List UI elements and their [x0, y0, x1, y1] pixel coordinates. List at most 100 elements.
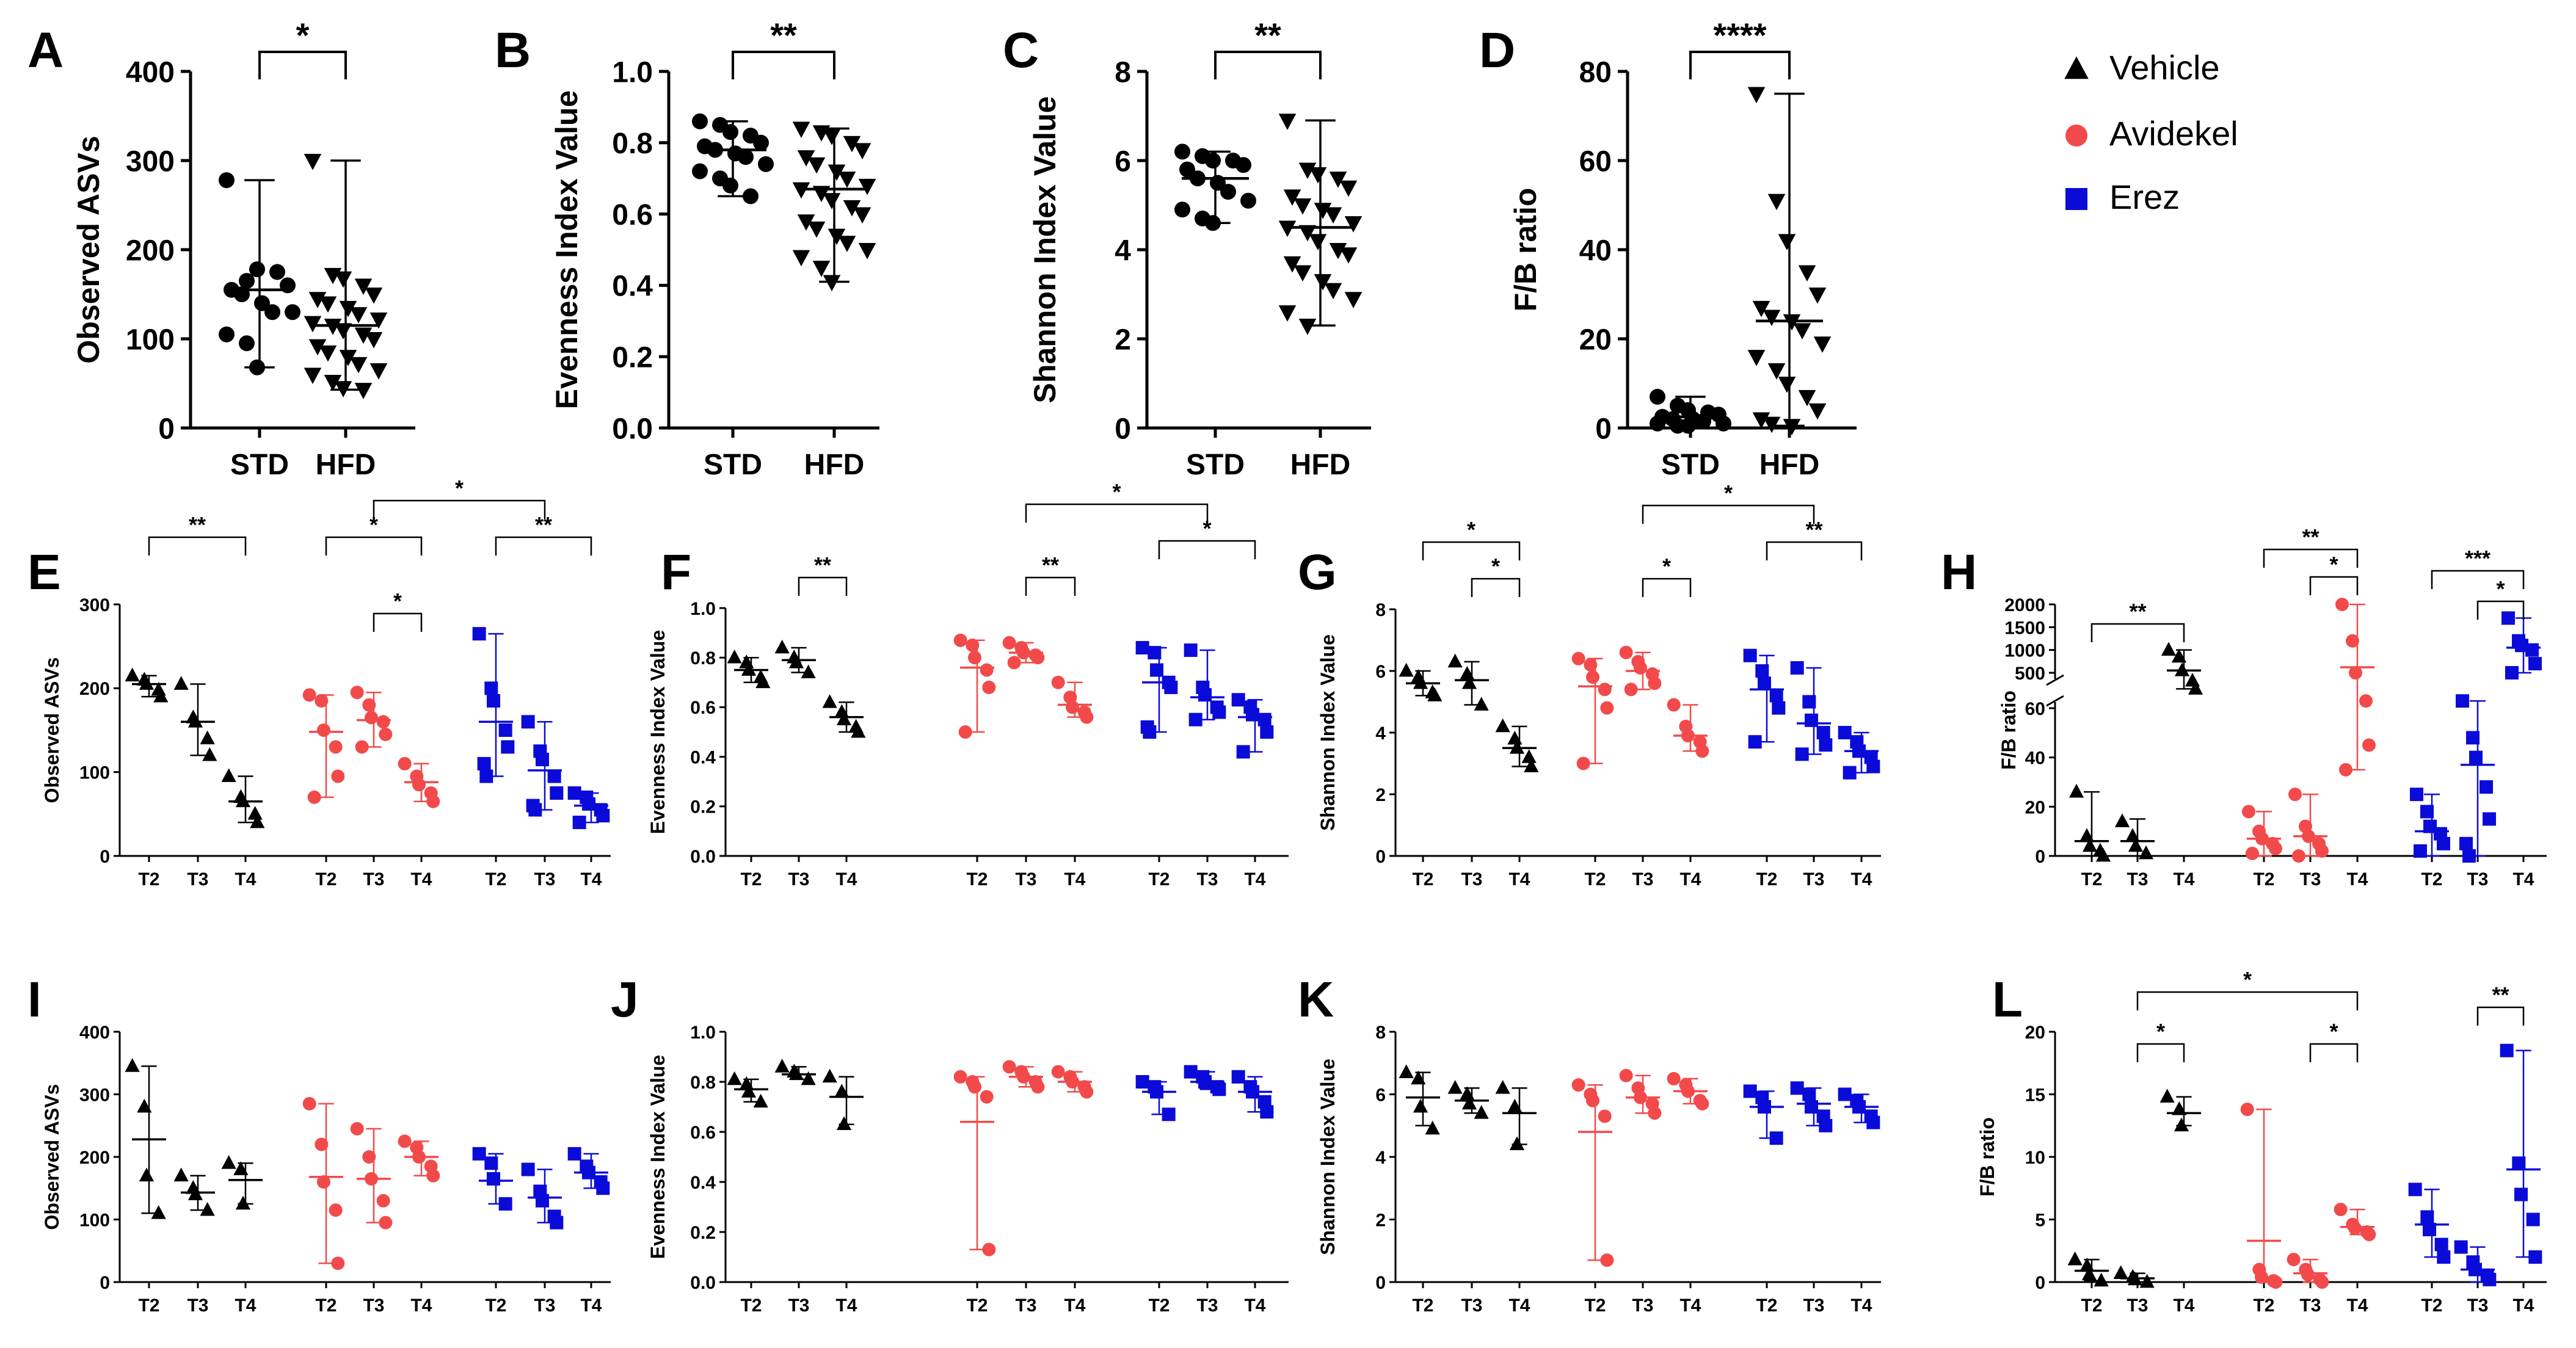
x-tick-label: STD	[1661, 449, 1720, 481]
data-point	[2420, 805, 2434, 819]
data-point	[365, 711, 378, 725]
data-group: T2	[1135, 1075, 1176, 1316]
significance-bracket	[2090, 623, 2185, 642]
data-group: T4	[221, 1155, 263, 1316]
data-point	[572, 816, 586, 830]
data-point	[379, 1216, 393, 1230]
data-point	[1447, 1080, 1463, 1094]
data-point	[1212, 705, 1226, 719]
data-point	[2515, 639, 2528, 653]
x-tick-label: T4	[2512, 869, 2534, 890]
data-point	[1819, 1118, 1833, 1132]
data-point	[139, 1167, 155, 1182]
panel-letter-j: J	[611, 972, 639, 1027]
significance-label: **	[2492, 982, 2509, 1007]
data-point	[743, 188, 759, 205]
y-tick-label: 0.4	[690, 1173, 716, 1193]
data-point	[1769, 689, 1783, 703]
y-tick-label: 60	[1579, 145, 1612, 178]
legend: Vehicle Avidekel Erez	[2064, 48, 2238, 216]
data-point	[426, 794, 440, 808]
data-point	[2512, 1156, 2526, 1170]
y-tick-label: 2	[1115, 324, 1131, 356]
significance-bracket	[1642, 578, 1692, 597]
y-axis-label: Evenness Index Value	[550, 90, 584, 410]
x-tick-label: T4	[580, 1295, 602, 1316]
data-point	[1460, 665, 1475, 680]
x-tick-label: T2	[315, 1295, 337, 1316]
data-point	[774, 639, 790, 654]
panel-k: 0 2 4 6 8 Shannon Index Value T2 T3 T4 T2 T3 T4 T2 T3…	[1317, 1023, 1881, 1316]
data-point	[1648, 1106, 1662, 1120]
data-point	[1752, 300, 1770, 317]
significance-bracket	[1214, 51, 1322, 79]
data-point	[2292, 849, 2305, 863]
data-point	[219, 172, 235, 189]
y-tick-label: 0.0	[690, 847, 716, 867]
data-point	[823, 129, 841, 145]
y-tick-label: 6	[1115, 145, 1131, 178]
data-point	[1017, 1070, 1030, 1084]
panel-letter-g: G	[1298, 545, 1337, 600]
data-point	[1507, 1098, 1523, 1113]
data-point	[369, 312, 388, 329]
data-point	[2359, 694, 2373, 708]
data-point	[1198, 1075, 1212, 1089]
data-point	[1763, 310, 1781, 327]
data-point	[788, 654, 804, 669]
data-point	[828, 228, 846, 245]
data-point	[302, 688, 316, 702]
data-point	[1767, 194, 1786, 211]
y-tick-label: 0.8	[690, 1073, 716, 1093]
data-point	[1695, 744, 1709, 758]
data-point	[304, 316, 322, 333]
data-point	[1031, 1080, 1045, 1094]
data-point	[1080, 1085, 1094, 1099]
significance-bracket	[373, 612, 423, 632]
data-point	[202, 747, 217, 761]
data-point	[596, 1181, 610, 1195]
x-tick-label: T3	[187, 1295, 208, 1316]
data-point	[982, 1242, 996, 1256]
data-point	[838, 236, 856, 252]
data-point	[2501, 611, 2515, 625]
significance-label: *	[393, 589, 402, 614]
legend-marker-icon	[2065, 125, 2087, 147]
data-point	[1399, 662, 1414, 677]
data-point	[707, 142, 723, 158]
legend-label: Avidekel	[2109, 114, 2238, 153]
significance-bracket	[1471, 578, 1521, 597]
data-point	[1150, 663, 1163, 677]
data-group: T3	[2287, 1253, 2329, 1316]
data-point	[1413, 1098, 1428, 1113]
data-point	[1748, 735, 1762, 749]
data-point	[350, 1122, 364, 1136]
y-axis-label: F/B ratio	[1508, 188, 1543, 312]
data-group: T3	[774, 1059, 816, 1316]
data-point	[1150, 1085, 1163, 1099]
data-group: T3	[1184, 1065, 1226, 1316]
data-point	[239, 273, 255, 289]
panel-letter-l: L	[1992, 972, 2023, 1027]
x-tick-label: HFD	[804, 449, 865, 481]
data-point	[2514, 1187, 2528, 1201]
y-tick-label: 300	[79, 1085, 110, 1105]
y-tick-label: 0.2	[690, 1223, 716, 1243]
y-tick-label: 0	[100, 1273, 110, 1293]
data-point	[2483, 1272, 2497, 1286]
data-point	[1051, 1065, 1065, 1079]
data-point	[758, 156, 774, 172]
data-point	[2161, 642, 2177, 656]
x-tick-label: T2	[1756, 1295, 1777, 1316]
x-tick-label: T4	[2512, 1295, 2534, 1316]
data-point	[2362, 738, 2376, 752]
data-point	[329, 1203, 343, 1217]
significance-label: **	[2302, 524, 2319, 549]
data-point	[741, 1084, 757, 1098]
significance-label: *	[1491, 554, 1500, 579]
data-point	[2174, 662, 2190, 676]
data-point	[1474, 1105, 1489, 1119]
x-tick-label: T2	[740, 869, 762, 890]
data-group: T4	[1495, 1080, 1537, 1316]
